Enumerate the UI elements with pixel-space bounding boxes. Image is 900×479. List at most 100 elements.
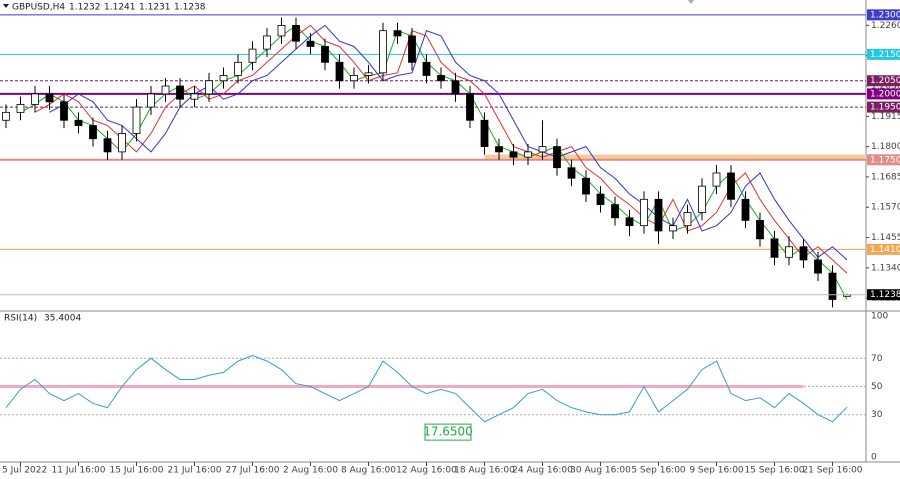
y-tick-label: 1.1685: [871, 172, 900, 182]
x-tick-label: 21 Jul 16:00: [168, 466, 222, 476]
x-tick-label: 21 Sep 16:00: [802, 466, 862, 476]
y-tick-label: 1.1455: [871, 233, 900, 243]
x-tick-label: 30 Aug 16:00: [570, 466, 631, 476]
x-tick-label: 5 Sep 16:00: [631, 466, 686, 476]
candle-body: [205, 80, 213, 95]
candle-body: [422, 61, 431, 76]
x-tick-label: 2 Aug 16:00: [283, 466, 338, 476]
candle-body: [466, 93, 474, 121]
candle-body: [74, 119, 83, 126]
candle-body: [234, 61, 242, 76]
rsi-tick-label: 0: [871, 453, 877, 463]
level-label: 1.2300: [870, 10, 900, 20]
x-tick-label: 8 Aug 16:00: [341, 466, 396, 476]
y-tick-label: 1.1915: [871, 112, 900, 122]
moving-average: [34, 24, 848, 274]
candle-body: [437, 75, 445, 82]
level-label-bg: [867, 48, 900, 60]
x-tick-label: 9 Sep 16:00: [689, 466, 744, 476]
candle-body: [350, 75, 358, 82]
y-tick-label: 1.2030: [871, 82, 900, 92]
rsi-last-value: 35.4004: [44, 314, 81, 324]
rsi-tick-label: 30: [871, 410, 883, 420]
candle-body: [814, 259, 822, 274]
candle-body: [451, 80, 460, 95]
y-tick-label: 1.2260: [871, 21, 900, 31]
candle-body: [553, 146, 561, 169]
candle-body: [118, 133, 126, 153]
price-zone: [484, 154, 866, 161]
x-tick-label: 18 Aug 16:00: [454, 466, 515, 476]
candle-body: [263, 35, 271, 50]
level-label-bg: [867, 101, 900, 113]
x-tick-label: 11 Jul 16:00: [52, 466, 106, 476]
candle-body: [335, 61, 344, 82]
shift-marker: [688, 0, 694, 4]
candle-body: [654, 198, 663, 232]
candle-body: [625, 217, 634, 227]
level-label-bg: [867, 9, 900, 21]
candle-body: [828, 272, 837, 300]
chart-title: GBPUSD,H4: [12, 3, 65, 13]
moving-average: [49, 24, 848, 261]
candle-body: [524, 151, 532, 158]
candle-body: [509, 151, 518, 158]
level-label: 1.1950: [870, 103, 900, 113]
level-label-bg: [867, 75, 900, 87]
price-label: 1.1238: [870, 290, 900, 300]
candle-body: [176, 85, 184, 100]
candle-body: [799, 246, 808, 261]
candle-body: [727, 172, 735, 200]
candle-body: [756, 220, 764, 240]
candle-body: [712, 172, 721, 187]
x-tick-label: 24 Aug 16:00: [512, 466, 573, 476]
header-close: 1.1238: [174, 3, 206, 13]
candle-body: [219, 75, 228, 82]
candle-body: [147, 93, 155, 108]
candle-body: [785, 246, 793, 258]
annotation-label: 17.6500: [423, 425, 473, 439]
candle-body: [770, 238, 779, 258]
moving-average: [20, 24, 848, 300]
candle-body: [567, 167, 576, 179]
candle-body: [480, 119, 489, 148]
candle-body: [60, 101, 68, 121]
candle-body: [190, 93, 199, 100]
candle-body: [582, 177, 590, 195]
candle-body: [248, 48, 257, 63]
candle-body: [596, 193, 605, 205]
rsi-tick-label: 50: [871, 382, 883, 392]
level-label-bg: [867, 88, 900, 100]
candle-body: [45, 93, 54, 103]
candle-body: [393, 30, 402, 37]
candle-body: [277, 24, 286, 37]
rsi-tick-label: 70: [871, 354, 883, 364]
candle-body: [306, 40, 315, 47]
candle-body: [31, 93, 39, 105]
candle-body: [408, 35, 416, 63]
rsi-line: [5, 354, 848, 423]
header-high: 1.1241: [104, 3, 136, 13]
x-tick-label: 12 Aug 16:00: [396, 466, 457, 476]
level-label-bg: [867, 154, 900, 166]
y-tick-label: 1.1340: [871, 263, 900, 273]
candle-body: [379, 30, 387, 74]
x-tick-label: 5 Jul 2022: [2, 466, 47, 476]
candle-body: [698, 185, 706, 213]
candle-body: [538, 146, 547, 153]
candle-body: [103, 138, 112, 153]
x-tick-label: 15 Jul 16:00: [110, 466, 164, 476]
candle-body: [364, 72, 373, 76]
candle-body: [611, 204, 619, 219]
level-label: 1.1410: [870, 245, 900, 255]
candle-body: [495, 146, 503, 153]
candle-body: [161, 85, 170, 95]
candle-body: [669, 225, 677, 232]
candle-body: [292, 24, 300, 42]
y-tick-label: 1.1570: [871, 203, 900, 213]
rsi-tick-label: 100: [871, 312, 888, 322]
price-label-bg: [867, 289, 900, 301]
header-open: 1.1232: [69, 3, 101, 13]
level-label-bg: [867, 243, 900, 255]
